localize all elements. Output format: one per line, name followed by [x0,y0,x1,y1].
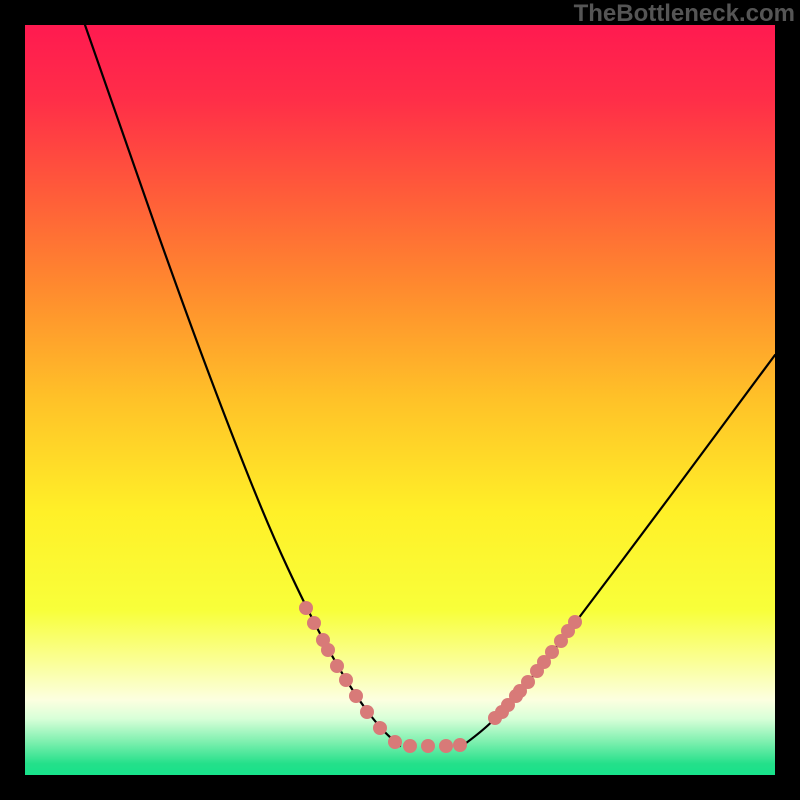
bottleneck-v-chart [0,0,800,800]
annotation-marker [307,616,321,630]
annotation-marker [330,659,344,673]
annotation-marker [453,738,467,752]
annotation-marker [339,673,353,687]
annotation-marker [545,645,559,659]
annotation-marker [299,601,313,615]
annotation-marker [373,721,387,735]
annotation-marker [439,739,453,753]
annotation-marker [403,739,417,753]
annotation-marker [521,675,535,689]
annotation-marker [321,643,335,657]
annotation-marker [421,739,435,753]
annotation-marker [360,705,374,719]
watermark-label: TheBottleneck.com [574,0,795,28]
annotation-marker [388,735,402,749]
annotation-marker [349,689,363,703]
annotation-marker [568,615,582,629]
heatmap-background [25,25,775,775]
